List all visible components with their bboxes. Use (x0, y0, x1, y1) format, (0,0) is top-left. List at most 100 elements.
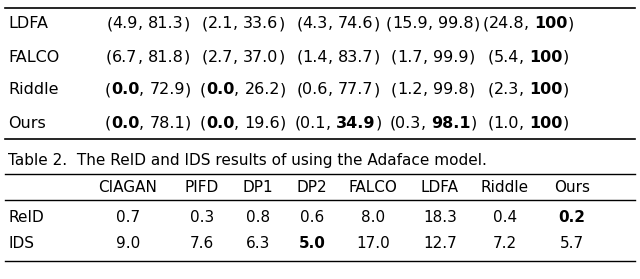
Text: ,: , (138, 49, 148, 64)
Text: 19.6: 19.6 (244, 116, 280, 131)
Text: ,: , (139, 116, 149, 131)
Text: ): ) (468, 49, 475, 64)
Text: ,: , (233, 49, 243, 64)
Text: 72.9: 72.9 (150, 83, 185, 97)
Text: DP1: DP1 (243, 181, 273, 196)
Text: ): ) (563, 116, 569, 131)
Text: ): ) (568, 16, 574, 32)
Text: ,: , (519, 49, 529, 64)
Text: ): ) (470, 116, 477, 131)
Text: ): ) (278, 16, 285, 32)
Text: 0.8: 0.8 (246, 210, 270, 225)
Text: 99.8: 99.8 (433, 83, 468, 97)
Text: (: ( (389, 116, 396, 131)
Text: ,: , (138, 16, 148, 32)
Text: 0.4: 0.4 (493, 210, 517, 225)
Text: Riddle: Riddle (8, 83, 58, 97)
Text: (: ( (200, 83, 206, 97)
Text: 12.7: 12.7 (423, 235, 457, 251)
Text: ,: , (524, 16, 534, 32)
Text: ReID: ReID (8, 210, 44, 225)
Text: Table 2.  The ReID and IDS results of using the Adaface model.: Table 2. The ReID and IDS results of usi… (8, 153, 487, 169)
Text: ): ) (280, 83, 286, 97)
Text: 0.6: 0.6 (300, 210, 324, 225)
Text: (: ( (106, 49, 112, 64)
Text: 0.0: 0.0 (206, 83, 234, 97)
Text: ): ) (374, 49, 380, 64)
Text: ,: , (519, 83, 529, 97)
Text: ,: , (423, 83, 433, 97)
Text: PIFD: PIFD (185, 181, 219, 196)
Text: (: ( (386, 16, 392, 32)
Text: ): ) (474, 16, 480, 32)
Text: ,: , (234, 116, 244, 131)
Text: ,: , (328, 16, 338, 32)
Text: 4.9: 4.9 (113, 16, 138, 32)
Text: 0.2: 0.2 (559, 210, 586, 225)
Text: 26.2: 26.2 (244, 83, 280, 97)
Text: 5.7: 5.7 (560, 235, 584, 251)
Text: 99.9: 99.9 (433, 49, 468, 64)
Text: 4.3: 4.3 (303, 16, 328, 32)
Text: 7.6: 7.6 (190, 235, 214, 251)
Text: 1.2: 1.2 (397, 83, 423, 97)
Text: ,: , (328, 83, 338, 97)
Text: 9.0: 9.0 (116, 235, 140, 251)
Text: (: ( (296, 49, 302, 64)
Text: (: ( (105, 83, 111, 97)
Text: ): ) (184, 49, 190, 64)
Text: (: ( (296, 83, 303, 97)
Text: Riddle: Riddle (481, 181, 529, 196)
Text: 34.9: 34.9 (336, 116, 376, 131)
Text: ,: , (519, 116, 529, 131)
Text: 5.0: 5.0 (299, 235, 325, 251)
Text: (: ( (104, 116, 111, 131)
Text: ): ) (278, 49, 285, 64)
Text: ): ) (184, 16, 190, 32)
Text: (: ( (391, 83, 397, 97)
Text: (: ( (487, 83, 493, 97)
Text: ): ) (374, 16, 380, 32)
Text: 78.1: 78.1 (149, 116, 185, 131)
Text: 83.7: 83.7 (338, 49, 374, 64)
Text: 74.6: 74.6 (338, 16, 374, 32)
Text: 0.0: 0.0 (206, 116, 234, 131)
Text: 6.7: 6.7 (112, 49, 138, 64)
Text: DP2: DP2 (297, 181, 327, 196)
Text: 24.8: 24.8 (488, 16, 524, 32)
Text: 0.0: 0.0 (111, 116, 139, 131)
Text: 33.6: 33.6 (243, 16, 278, 32)
Text: 37.0: 37.0 (243, 49, 278, 64)
Text: ): ) (563, 83, 569, 97)
Text: 100: 100 (534, 16, 568, 32)
Text: ,: , (233, 16, 243, 32)
Text: LDFA: LDFA (8, 16, 48, 32)
Text: 99.8: 99.8 (438, 16, 474, 32)
Text: (: ( (482, 16, 488, 32)
Text: 15.9: 15.9 (392, 16, 428, 32)
Text: 98.1: 98.1 (431, 116, 470, 131)
Text: ,: , (234, 83, 244, 97)
Text: 18.3: 18.3 (423, 210, 457, 225)
Text: 0.1: 0.1 (300, 116, 326, 131)
Text: ,: , (140, 83, 150, 97)
Text: 1.7: 1.7 (397, 49, 423, 64)
Text: 81.3: 81.3 (148, 16, 184, 32)
Text: 1.0: 1.0 (493, 116, 519, 131)
Text: ,: , (420, 116, 431, 131)
Text: 100: 100 (529, 83, 563, 97)
Text: 2.7: 2.7 (207, 49, 233, 64)
Text: FALCO: FALCO (8, 49, 60, 64)
Text: ): ) (374, 83, 380, 97)
Text: 5.4: 5.4 (493, 49, 519, 64)
Text: 0.7: 0.7 (116, 210, 140, 225)
Text: 8.0: 8.0 (361, 210, 385, 225)
Text: 2.3: 2.3 (493, 83, 519, 97)
Text: (: ( (294, 116, 300, 131)
Text: ,: , (423, 49, 433, 64)
Text: 77.7: 77.7 (338, 83, 374, 97)
Text: 100: 100 (529, 49, 563, 64)
Text: 81.8: 81.8 (148, 49, 184, 64)
Text: LDFA: LDFA (421, 181, 459, 196)
Text: (: ( (296, 16, 303, 32)
